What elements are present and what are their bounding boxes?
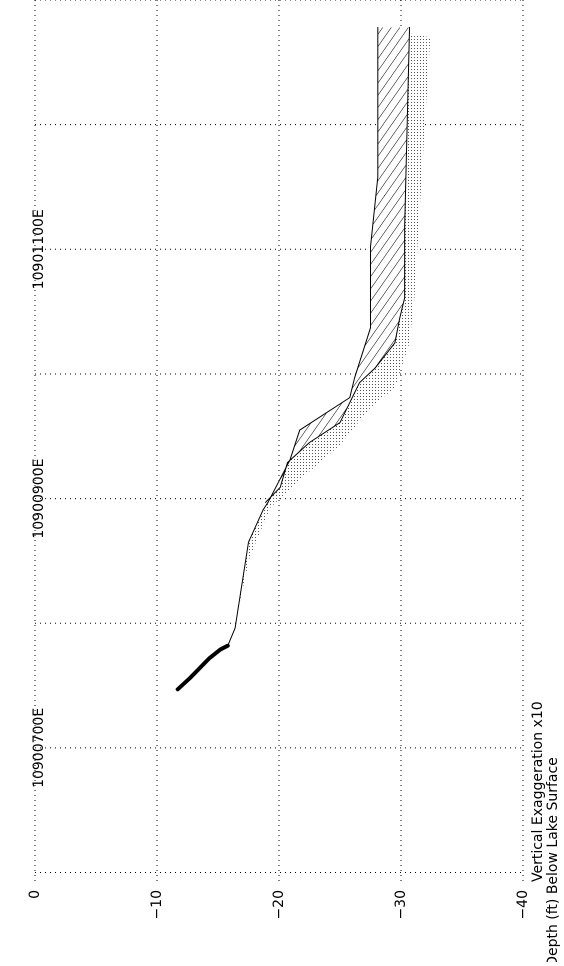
- x-tick-label: 10901100E: [31, 209, 47, 289]
- y-tick-label: 0: [27, 890, 43, 899]
- line: [175, 643, 230, 692]
- x-tick-label: 10900900E: [31, 459, 47, 539]
- y-tick-label: −10: [149, 890, 165, 920]
- area-hatch: [265, 27, 410, 503]
- annotation: Vertical Exaggeration x10: [530, 701, 546, 882]
- line: [227, 26, 379, 647]
- y-tick-label: −20: [271, 890, 287, 920]
- x-tick-label: 10900700E: [31, 708, 47, 788]
- y-axis-title: Depth (ft) Below Lake Surface: [545, 757, 561, 962]
- line: [265, 26, 411, 503]
- y-tick-label: −40: [515, 890, 531, 920]
- y-tick-label: −30: [393, 890, 409, 920]
